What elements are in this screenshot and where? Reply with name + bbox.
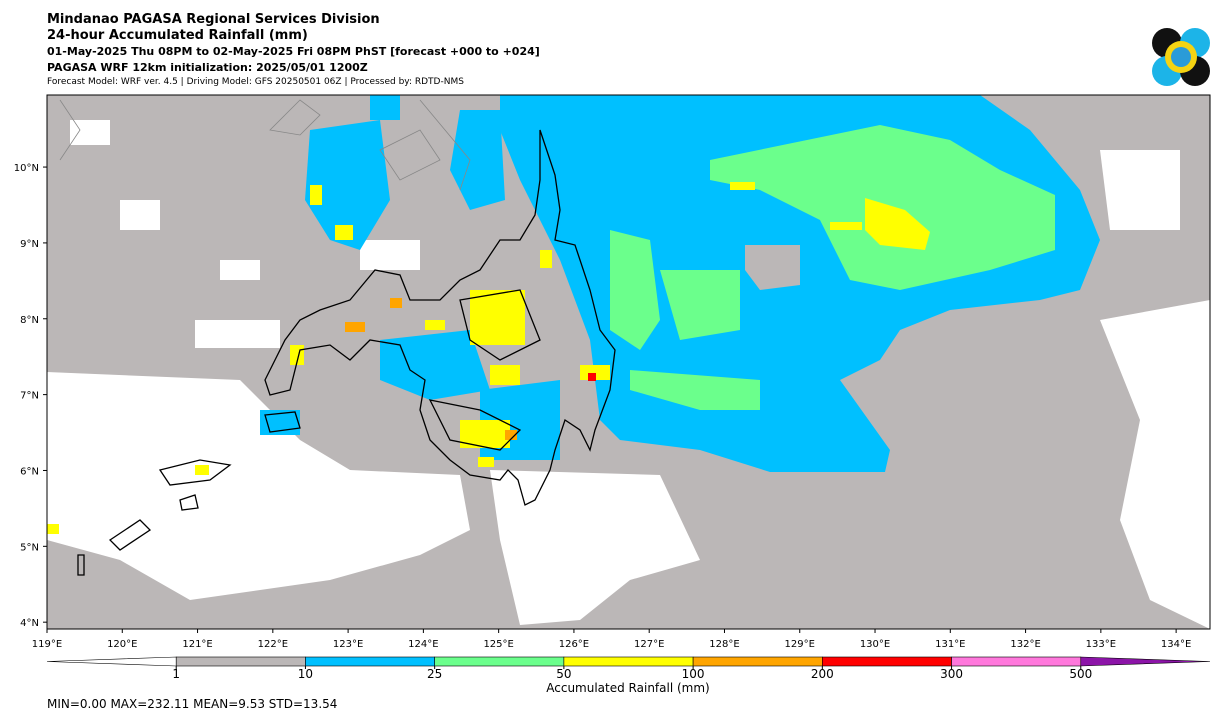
x-tick-label: 126°E	[559, 639, 589, 650]
x-tick-label: 120°E	[107, 639, 137, 650]
x-tick-label: 119°E	[32, 639, 62, 650]
colorbar-segment	[822, 656, 952, 667]
colorbar-label: Accumulated Rainfall (mm)	[546, 681, 709, 695]
colorbar-segment	[175, 656, 306, 667]
colorbar-tick-label: 200	[811, 667, 834, 681]
x-tick-label: 125°E	[483, 639, 513, 650]
y-tick-label: 4°N	[20, 618, 39, 629]
x-tick-label: 134°E	[1161, 639, 1191, 650]
x-tick-label: 127°E	[634, 639, 664, 650]
colorbar-tick-label: 300	[940, 667, 963, 681]
colorbar-tick-label: 25	[427, 667, 442, 681]
colorbar-segment	[692, 656, 823, 667]
axis-ticks: 119°E 120°E 121°E 122°E 123°E 124°E 125°E 126°E…	[14, 163, 1192, 650]
colorbar-tick-label: 1	[172, 667, 180, 681]
x-tick-label: 121°E	[182, 639, 212, 650]
x-tick-label: 124°E	[408, 639, 438, 650]
y-tick-label: 7°N	[20, 391, 39, 402]
y-tick-label: 9°N	[20, 239, 39, 250]
x-tick-label: 132°E	[1010, 639, 1040, 650]
x-tick-label: 122°E	[258, 639, 288, 650]
coastline	[77, 129, 616, 576]
model-info: PAGASA WRF 12km initialization: 2025/05/…	[47, 61, 368, 74]
colorbar-segment	[434, 656, 565, 667]
colorbar-extend-high	[1080, 656, 1211, 667]
x-tick-label: 133°E	[1086, 639, 1116, 650]
subtitle: 24-hour Accumulated Rainfall (mm)	[47, 28, 308, 43]
x-tick-label: 131°E	[935, 639, 965, 650]
colorbar-segment	[563, 656, 694, 667]
x-tick-label: 128°E	[709, 639, 739, 650]
stats: MIN=0.00 MAX=232.11 MEAN=9.53 STD=13.54	[47, 697, 337, 711]
colorbar-extend-low	[46, 656, 177, 667]
period: 01-May-2025 Thu 08PM to 02-May-2025 Fri …	[47, 45, 540, 58]
colorbar: 1 10 25 50 100 200 300 500	[46, 656, 1211, 681]
y-tick-label: 6°N	[20, 466, 39, 477]
logo	[1152, 28, 1210, 86]
rainfall-field	[47, 95, 1210, 629]
colorbar-segment	[951, 656, 1082, 667]
y-tick-label: 8°N	[20, 315, 39, 326]
colorbar-tick-label: 100	[682, 667, 705, 681]
x-tick-label: 130°E	[860, 639, 890, 650]
x-tick-label: 129°E	[785, 639, 815, 650]
colorbar-tick-label: 500	[1069, 667, 1092, 681]
y-tick-label: 5°N	[20, 542, 39, 553]
colorbar-tick-label: 10	[298, 667, 313, 681]
map-frame	[46, 94, 1211, 630]
colorbar-segment	[305, 656, 435, 667]
colorbar-tick-label: 50	[556, 667, 571, 681]
title: Mindanao PAGASA Regional Services Divisi…	[47, 12, 380, 27]
x-tick-label: 123°E	[333, 639, 363, 650]
y-tick-label: 10°N	[14, 163, 39, 174]
credits: Forecast Model: WRF ver. 4.5 | Driving M…	[47, 77, 464, 87]
